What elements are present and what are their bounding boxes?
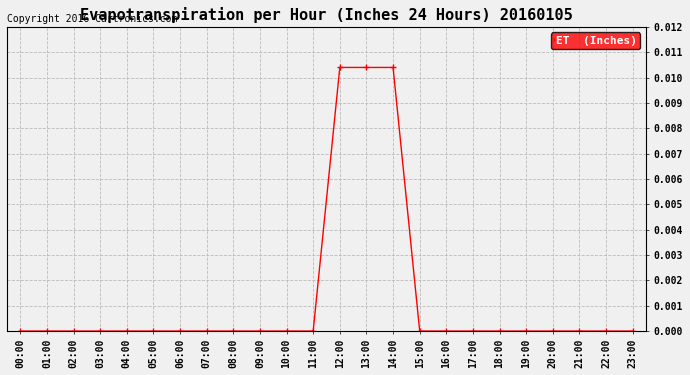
Text: Copyright 2016 Cartronics.com: Copyright 2016 Cartronics.com — [7, 14, 177, 24]
Legend: ET  (Inches): ET (Inches) — [551, 33, 640, 49]
Title: Evapotranspiration per Hour (Inches 24 Hours) 20160105: Evapotranspiration per Hour (Inches 24 H… — [80, 7, 573, 23]
